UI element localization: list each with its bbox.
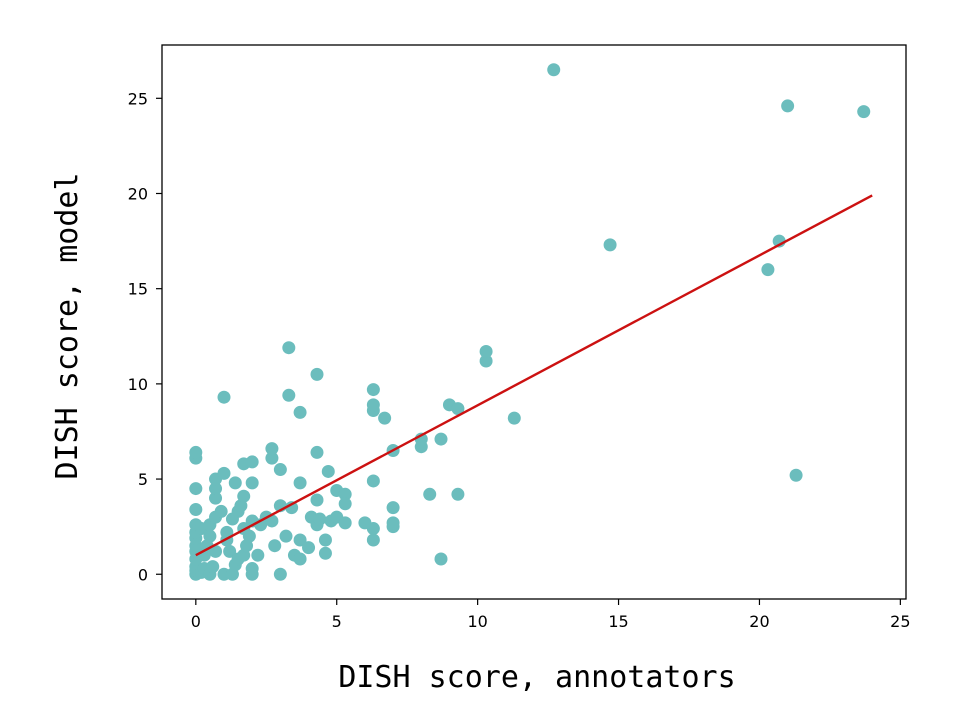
- data-point: [318, 533, 332, 547]
- data-point: [265, 442, 279, 456]
- data-point: [366, 398, 380, 412]
- x-tick-label: 5: [332, 612, 342, 631]
- data-point: [279, 529, 293, 543]
- data-point: [293, 552, 307, 566]
- x-axis-label: DISH score, annotators: [338, 660, 735, 695]
- data-point: [273, 463, 287, 477]
- y-tick-label: 5: [138, 470, 148, 489]
- data-point: [189, 482, 203, 496]
- data-point: [366, 522, 380, 536]
- data-point: [479, 345, 493, 359]
- y-tick-label: 20: [128, 184, 148, 203]
- data-point: [189, 503, 203, 517]
- data-point: [245, 476, 259, 490]
- data-point: [268, 539, 282, 553]
- x-tick-label: 25: [890, 612, 910, 631]
- data-point: [547, 63, 561, 77]
- data-point: [386, 516, 400, 530]
- data-points: [189, 63, 871, 581]
- y-axis-label: DISH score, model: [50, 172, 85, 479]
- data-point: [302, 541, 316, 555]
- data-point: [206, 560, 220, 574]
- data-point: [781, 99, 795, 113]
- y-tick-label: 10: [128, 375, 148, 394]
- x-tick-label: 20: [749, 612, 769, 631]
- y-tick-label: 25: [128, 89, 148, 108]
- y-tick-label: 0: [138, 565, 148, 584]
- data-point: [386, 501, 400, 515]
- data-point: [507, 411, 521, 425]
- data-point: [434, 432, 448, 446]
- regression-line-group: [195, 194, 873, 557]
- data-point: [313, 512, 327, 526]
- data-point: [245, 562, 259, 576]
- data-point: [214, 504, 228, 518]
- data-point: [223, 544, 237, 558]
- data-point: [203, 529, 217, 543]
- data-point: [789, 468, 803, 482]
- data-point: [423, 487, 437, 501]
- data-point: [242, 529, 256, 543]
- data-point: [434, 552, 448, 566]
- data-point: [273, 567, 287, 581]
- data-point: [282, 388, 296, 402]
- data-point: [366, 474, 380, 488]
- data-point: [209, 544, 223, 558]
- data-point: [310, 367, 324, 381]
- data-point: [265, 451, 279, 465]
- data-point: [209, 482, 223, 496]
- data-point: [761, 263, 775, 277]
- data-point: [378, 411, 392, 425]
- data-point: [451, 402, 465, 416]
- data-point: [282, 341, 296, 355]
- data-point: [451, 487, 465, 501]
- axes: 0 5 10 15 20 25 0 5 10 15 20 25: [128, 44, 911, 631]
- data-point: [338, 487, 352, 501]
- data-point: [220, 525, 234, 539]
- data-point: [310, 493, 324, 507]
- data-point: [293, 533, 307, 547]
- data-point: [189, 445, 203, 459]
- data-point: [293, 476, 307, 490]
- data-point: [338, 497, 352, 511]
- data-point: [479, 354, 493, 368]
- data-point: [209, 491, 223, 505]
- data-point: [245, 455, 259, 469]
- x-tick-label: 0: [191, 612, 201, 631]
- data-point: [285, 501, 299, 515]
- data-point: [228, 476, 242, 490]
- data-point: [217, 466, 231, 480]
- data-point: [237, 489, 251, 503]
- data-point: [321, 464, 335, 478]
- plot-frame: [161, 44, 907, 600]
- data-point: [293, 405, 307, 419]
- regression-line: [195, 194, 873, 557]
- x-tick-label: 15: [608, 612, 628, 631]
- data-point: [310, 445, 324, 459]
- x-tick-label: 10: [467, 612, 487, 631]
- y-tick-label: 15: [128, 280, 148, 299]
- data-point: [366, 383, 380, 397]
- data-point: [857, 105, 871, 119]
- data-point: [318, 546, 332, 560]
- data-point: [217, 390, 231, 404]
- data-point: [366, 533, 380, 547]
- data-point: [338, 516, 352, 530]
- data-point: [603, 238, 617, 252]
- data-point: [251, 548, 265, 562]
